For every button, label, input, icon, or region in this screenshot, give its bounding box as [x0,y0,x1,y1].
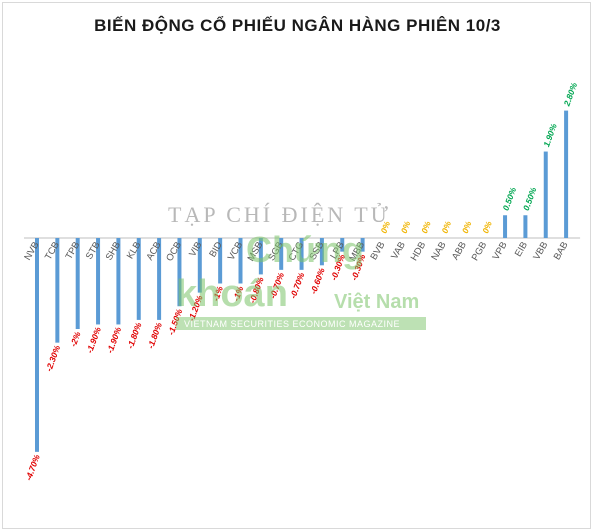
data-label-abb: 0% [460,219,474,234]
tick-label-hdb: HDB [409,240,429,263]
data-label-tcb: -2.30% [44,344,63,373]
tick-label-bid: BID [207,240,225,259]
tick-label-abb: ABB [450,240,469,262]
data-label-bvb: 0% [378,219,392,234]
bar-tcb [55,238,60,343]
bar-eib [523,215,528,238]
data-label-ocb: -1.50% [166,307,185,336]
bar-shb [116,238,121,325]
bar-vcb [238,238,243,284]
data-label-sgb: -0.70% [267,271,286,300]
data-label-ctg: -0.70% [288,271,307,300]
tick-label-vbb: VBB [531,240,550,262]
bar-ocb [177,238,182,307]
bar-vpb [503,215,508,238]
tick-label-bvb: BVB [369,240,388,262]
data-label-nvb: -4.70% [23,453,42,482]
tick-label-vib: VIB [187,240,204,259]
tick-label-vpb: VPB [491,240,510,262]
data-label-vpb: 0.50% [501,185,519,211]
data-label-eib: 0.50% [521,185,539,211]
data-label-nab: 0% [439,219,453,234]
data-label-stb: -1.90% [84,325,103,354]
data-label-vab: 0% [399,219,413,234]
bar-nvb [35,238,39,452]
chart-title: BIẾN ĐỘNG CỔ PHIẾU NGÂN HÀNG PHIÊN 10/3 [94,16,501,35]
data-label-msb: -0.80% [247,275,266,304]
bar-bid [218,238,223,284]
bar-vbb [543,151,548,238]
data-label-pgb: 0% [480,219,494,234]
bar-lpb [340,238,345,252]
tick-label-pgb: PGB [470,240,490,263]
data-label-hdb: 0% [419,219,433,234]
bar-sgb [279,238,284,270]
data-label-vcb: -1% [231,284,246,302]
bar-msb [258,238,263,275]
data-label-ssb: -0.60% [308,266,327,295]
data-label-bid: -1% [210,284,225,302]
bar-tpb [75,238,80,329]
tick-label-vab: VAB [389,240,408,261]
data-label-vib: -1.20% [186,293,205,322]
bar-mbb [360,238,365,252]
bar-vib [197,238,202,293]
data-label-acb: -1.80% [145,321,164,350]
bar-bab [564,110,569,238]
data-label-bab: 2.80% [561,81,579,108]
data-label-vbb: 1.90% [541,122,559,148]
bar-klb [136,238,141,320]
bar-acb [157,238,162,320]
data-label-klb: -1.80% [125,321,144,350]
data-label-tpb: -2% [68,330,83,348]
tick-label-bab: BAB [552,240,571,262]
data-label-shb: -1.90% [105,325,124,354]
tick-label-nab: NAB [429,240,448,262]
tick-label-eib: EIB [513,240,530,259]
bar-stb [96,238,101,325]
bar-ssb [319,238,324,266]
bar-ctg [299,238,304,270]
